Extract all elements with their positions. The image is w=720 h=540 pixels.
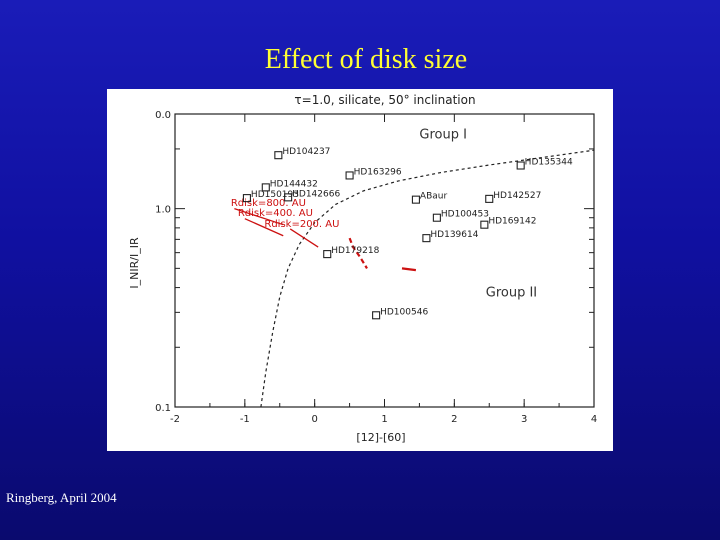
star-label: HD142666 xyxy=(292,189,340,199)
star-label: HD139614 xyxy=(430,230,478,240)
star-label: HD104237 xyxy=(282,147,330,157)
star-marker xyxy=(345,171,354,180)
star-marker xyxy=(242,194,251,203)
y-axis-label: I_NIR/I_IR xyxy=(128,237,141,289)
y-tick-label: 1.0 xyxy=(155,205,171,216)
model-pointer-line xyxy=(289,228,319,248)
star-marker xyxy=(516,161,525,170)
footer-text: Ringberg, April 2004 xyxy=(6,490,117,505)
star-label: HD163296 xyxy=(354,167,402,177)
region-labels: Group I Group II xyxy=(419,127,537,300)
star-marker xyxy=(411,195,420,204)
x-tick-label: -1 xyxy=(240,414,250,425)
x-tick-label: 3 xyxy=(521,414,527,425)
star-marker xyxy=(284,193,293,202)
chart-title: τ=1.0, silicate, 50° inclination xyxy=(294,93,475,107)
star-label: HD144432 xyxy=(270,179,318,189)
slide-title: Effect of disk size xyxy=(264,44,468,75)
y-tick-label: 0.1 xyxy=(155,403,171,414)
star-label: HD150193 xyxy=(251,190,299,200)
x-tick-label: 2 xyxy=(451,414,457,425)
y-tick-label-top: 0.0 xyxy=(155,110,171,121)
star-label: HD142527 xyxy=(493,191,541,201)
star-marker xyxy=(432,213,441,222)
star-marker xyxy=(485,194,494,203)
star-label: HD100453 xyxy=(441,210,489,220)
model-track xyxy=(348,237,368,269)
star-marker xyxy=(480,220,489,229)
star-label: HD135344 xyxy=(525,158,573,168)
x-tick-label: 1 xyxy=(381,414,387,425)
model-pointer-lines xyxy=(234,208,319,248)
star-markers: HD104237 HD163296 HD135344 HD144432HD150193… xyxy=(242,147,573,320)
ticks: -2 -1 0 1 2 3 4 0.1 1.0 0.0 xyxy=(155,110,597,425)
region-label: Group II xyxy=(486,286,537,301)
star-marker xyxy=(422,234,431,243)
plot-background xyxy=(107,89,613,451)
star-label: ABaur xyxy=(420,192,448,202)
x-tick-label: -2 xyxy=(170,414,180,425)
x-tick-label: 4 xyxy=(591,414,597,425)
star-marker xyxy=(372,311,381,320)
model-label: Rdisk=800. AU xyxy=(231,198,306,209)
chart: -2 -1 0 1 2 3 4 0.1 1.0 0.0 Rdisk=800. AURdisk=40… xyxy=(107,89,613,451)
x-tick-label: 0 xyxy=(311,414,317,425)
model-track-end xyxy=(401,267,417,272)
x-axis-label: [12]-[60] xyxy=(356,431,405,444)
model-label: Rdisk=200. AU xyxy=(264,219,339,230)
boundary-curve xyxy=(260,149,595,408)
plot-frame: -2 -1 0 1 2 3 4 0.1 1.0 0.0 Rdisk=800. AU Rdisk=40… xyxy=(107,89,613,451)
model-pointer-line xyxy=(234,208,284,226)
star-label: HD179218 xyxy=(331,246,379,256)
star-marker xyxy=(323,250,332,259)
star-label: HD100546 xyxy=(380,307,428,317)
model-pointer-line xyxy=(244,218,284,237)
star-marker xyxy=(274,151,283,160)
star-label: HD169142 xyxy=(488,217,536,227)
star-marker xyxy=(261,183,270,192)
region-label: Group I xyxy=(419,127,467,142)
model-label: Rdisk=400. AU xyxy=(238,208,313,219)
